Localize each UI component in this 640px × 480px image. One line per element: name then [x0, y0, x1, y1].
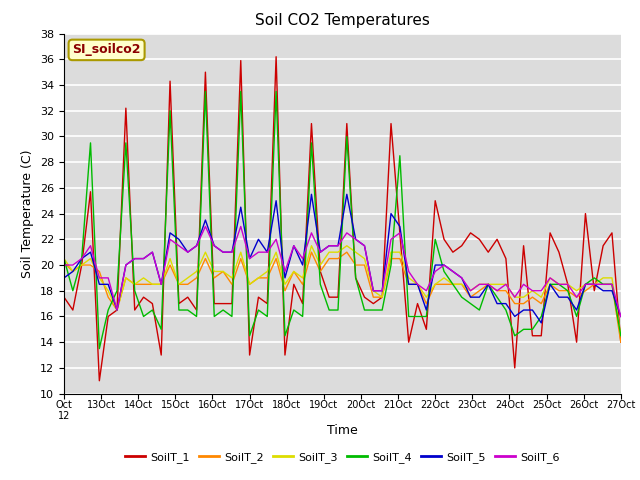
- SoilT_4: [60, 256, 68, 262]
- SoilT_6: [617, 313, 625, 319]
- SoilT_2: [60, 260, 68, 265]
- SoilT_2: [431, 281, 439, 287]
- SoilT_3: [60, 256, 68, 262]
- SoilT_4: [202, 89, 209, 95]
- SoilT_4: [440, 269, 448, 275]
- Line: SoilT_6: SoilT_6: [64, 227, 621, 316]
- Line: SoilT_2: SoilT_2: [64, 252, 621, 342]
- SoilT_1: [352, 275, 360, 281]
- SoilT_3: [422, 294, 430, 300]
- SoilT_3: [343, 243, 351, 249]
- SoilT_4: [308, 140, 316, 146]
- SoilT_1: [272, 54, 280, 60]
- SoilT_2: [617, 339, 625, 345]
- SoilT_4: [387, 262, 395, 268]
- SoilT_4: [140, 313, 147, 319]
- SoilT_1: [140, 294, 147, 300]
- SoilT_5: [422, 307, 430, 313]
- SoilT_3: [131, 281, 138, 287]
- SoilT_4: [617, 333, 625, 338]
- SoilT_2: [378, 294, 386, 300]
- SoilT_5: [378, 288, 386, 294]
- SoilT_6: [131, 256, 138, 262]
- SoilT_6: [343, 230, 351, 236]
- SoilT_3: [617, 333, 625, 338]
- Line: SoilT_5: SoilT_5: [64, 194, 621, 323]
- Y-axis label: Soil Temperature (C): Soil Temperature (C): [22, 149, 35, 278]
- SoilT_3: [290, 269, 298, 275]
- SoilT_6: [299, 256, 307, 262]
- SoilT_5: [617, 313, 625, 319]
- SoilT_6: [422, 288, 430, 294]
- SoilT_1: [431, 198, 439, 204]
- SoilT_1: [617, 339, 625, 345]
- SoilT_4: [352, 275, 360, 281]
- SoilT_1: [95, 378, 103, 384]
- Text: SI_soilco2: SI_soilco2: [72, 43, 141, 56]
- SoilT_4: [95, 346, 103, 351]
- SoilT_1: [308, 120, 316, 126]
- SoilT_5: [431, 262, 439, 268]
- Legend: SoilT_1, SoilT_2, SoilT_3, SoilT_4, SoilT_5, SoilT_6: SoilT_1, SoilT_2, SoilT_3, SoilT_4, Soil…: [120, 447, 564, 467]
- SoilT_2: [308, 249, 316, 255]
- SoilT_5: [131, 256, 138, 262]
- SoilT_3: [308, 243, 316, 249]
- Line: SoilT_4: SoilT_4: [64, 92, 621, 348]
- Line: SoilT_1: SoilT_1: [64, 57, 621, 381]
- SoilT_3: [378, 294, 386, 300]
- SoilT_1: [440, 237, 448, 242]
- SoilT_4: [431, 237, 439, 242]
- SoilT_1: [60, 294, 68, 300]
- SoilT_2: [131, 281, 138, 287]
- Title: Soil CO2 Temperatures: Soil CO2 Temperatures: [255, 13, 430, 28]
- X-axis label: Time: Time: [327, 424, 358, 437]
- SoilT_2: [422, 300, 430, 306]
- SoilT_3: [431, 281, 439, 287]
- SoilT_6: [60, 262, 68, 268]
- SoilT_5: [538, 320, 545, 326]
- SoilT_6: [431, 269, 439, 275]
- SoilT_2: [343, 249, 351, 255]
- SoilT_2: [290, 269, 298, 275]
- SoilT_6: [378, 288, 386, 294]
- SoilT_5: [290, 243, 298, 249]
- SoilT_5: [308, 192, 316, 197]
- SoilT_5: [343, 192, 351, 197]
- SoilT_5: [60, 275, 68, 281]
- SoilT_1: [387, 120, 395, 126]
- SoilT_6: [202, 224, 209, 229]
- Line: SoilT_3: SoilT_3: [64, 246, 621, 336]
